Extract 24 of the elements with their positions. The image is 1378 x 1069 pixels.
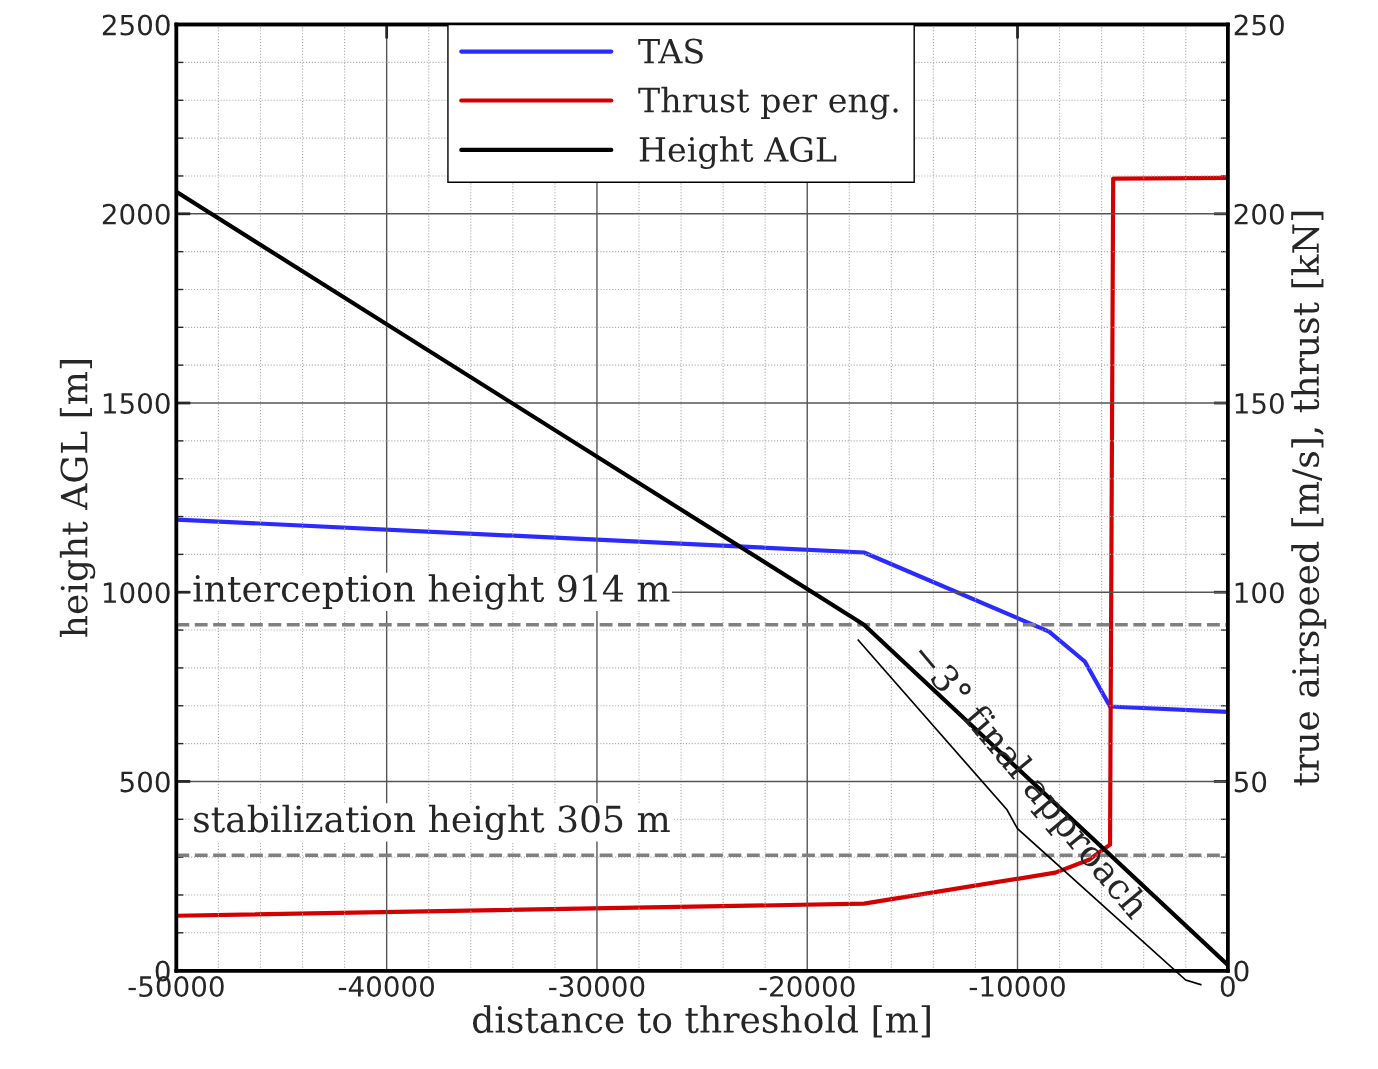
y2-axis-title: true airspeed [m/s], thrust [kN] bbox=[1291, 211, 1327, 786]
y2-tick-label: 100 bbox=[1235, 582, 1284, 604]
y2-tick-label: 200 bbox=[1234, 203, 1284, 225]
legend-label: TAS bbox=[638, 38, 703, 64]
x-tick-label: 0 bbox=[1220, 976, 1235, 998]
y2-tick-label: 250 bbox=[1234, 14, 1284, 36]
legend-label: Height AGL bbox=[639, 136, 837, 169]
x-tick-label: -40000 bbox=[338, 976, 435, 998]
y-tick-label: 2000 bbox=[102, 203, 170, 225]
x-tick-label: -30000 bbox=[549, 976, 645, 998]
ref-line-label: interception height 914 m bbox=[193, 574, 670, 610]
y2-tick-label: 50 bbox=[1234, 771, 1267, 793]
y-tick-label: 2500 bbox=[102, 14, 170, 36]
y2-tick-label: 150 bbox=[1235, 392, 1284, 414]
x-tick-label: -10000 bbox=[969, 976, 1065, 998]
y-axis-title: height AGL [m] bbox=[59, 360, 96, 637]
y2-tick-label: 0 bbox=[1234, 960, 1249, 982]
x-axis-title: distance to threshold [m] bbox=[472, 1005, 930, 1038]
y-tick-label: 1000 bbox=[103, 582, 170, 604]
legend-label: Thrust per eng. bbox=[638, 86, 898, 120]
x-tick-label: -20000 bbox=[759, 976, 855, 998]
y-tick-label: 500 bbox=[120, 771, 170, 793]
ref-line-label: stabilization height 305 m bbox=[194, 804, 670, 841]
y-tick-label: 1500 bbox=[103, 392, 170, 414]
